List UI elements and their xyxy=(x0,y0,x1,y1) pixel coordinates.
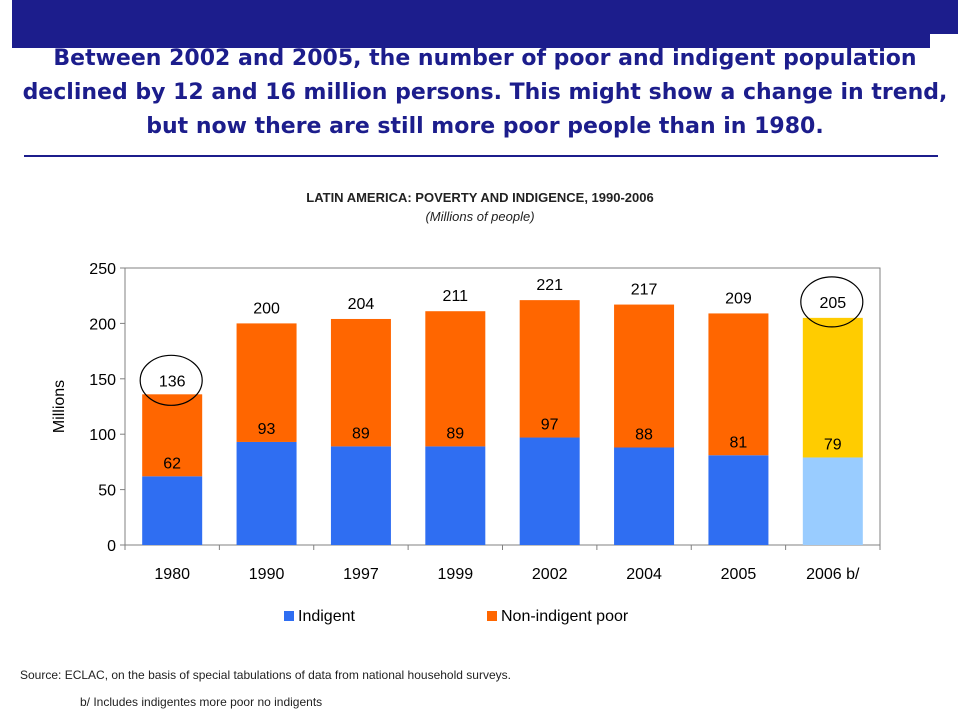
y-tick-label: 250 xyxy=(89,261,116,278)
bar-non-indigent-poor xyxy=(614,304,675,448)
x-category-label: 2004 xyxy=(626,566,662,583)
bar-non-indigent-poor xyxy=(425,311,486,447)
y-tick-label: 200 xyxy=(89,316,116,333)
total-value-label: 205 xyxy=(819,295,846,312)
chart-title: LATIN AMERICA: POVERTY AND INDIGENCE, 19… xyxy=(306,190,654,205)
total-value-label: 136 xyxy=(159,373,186,390)
footnote: b/ Includes indigentes more poor no indi… xyxy=(80,695,323,709)
legend-label-indigent: Indigent xyxy=(298,608,355,625)
total-value-label: 200 xyxy=(253,300,280,317)
legend-label-non-indigent-poor: Non-indigent poor xyxy=(501,608,629,625)
indigent-value-label: 81 xyxy=(730,434,748,451)
bar-indigent xyxy=(425,446,486,545)
highlight-circle xyxy=(139,354,203,406)
indigent-value-label: 89 xyxy=(352,425,370,442)
legend-swatch-indigent xyxy=(284,611,294,621)
bar-non-indigent-poor xyxy=(519,300,580,438)
bar-indigent xyxy=(802,457,863,545)
y-tick-label: 0 xyxy=(107,538,116,555)
bar-indigent xyxy=(708,455,769,545)
indigent-value-label: 93 xyxy=(258,421,276,438)
indigent-value-label: 89 xyxy=(446,425,464,442)
indigent-value-label: 88 xyxy=(635,426,653,443)
bar-non-indigent-poor xyxy=(708,313,769,456)
y-tick-label: 100 xyxy=(89,427,116,444)
indigent-value-label: 62 xyxy=(163,455,181,472)
total-value-label: 209 xyxy=(725,290,752,307)
bar-indigent xyxy=(614,447,675,545)
bar-indigent xyxy=(330,446,391,545)
slide-headline: Between 2002 and 2005, the number of poo… xyxy=(22,46,948,139)
total-value-label: 221 xyxy=(536,277,563,294)
indigent-value-label: 97 xyxy=(541,417,559,434)
bar-indigent xyxy=(236,441,297,545)
legend-swatch-non-indigent-poor xyxy=(487,611,497,621)
headline-divider xyxy=(24,155,938,157)
x-category-label: 1999 xyxy=(438,566,474,583)
y-axis-label: Millions xyxy=(51,380,68,433)
y-tick-label: 150 xyxy=(89,372,116,389)
x-category-label: 2005 xyxy=(721,566,757,583)
source-note: Source: ECLAC, on the basis of special t… xyxy=(20,668,511,682)
x-category-label: 1980 xyxy=(154,566,190,583)
x-category-label: 2006 b/ xyxy=(806,566,860,583)
bar-indigent xyxy=(142,476,203,545)
bar-non-indigent-poor xyxy=(142,394,203,477)
x-category-label: 2002 xyxy=(532,566,568,583)
x-category-label: 1997 xyxy=(343,566,379,583)
chart-subtitle: (Millions of people) xyxy=(425,209,535,224)
bar-non-indigent-poor xyxy=(236,323,297,442)
total-value-label: 204 xyxy=(348,296,375,313)
highlight-circle xyxy=(800,276,864,328)
header-bar-front xyxy=(58,0,958,34)
indigent-value-label: 79 xyxy=(824,436,842,453)
bar-indigent xyxy=(519,437,580,545)
y-tick-label: 50 xyxy=(98,483,116,500)
total-value-label: 217 xyxy=(631,282,658,299)
x-category-label: 1990 xyxy=(249,566,285,583)
bar-non-indigent-poor xyxy=(330,318,391,447)
total-value-label: 211 xyxy=(443,288,469,305)
bar-non-indigent-poor xyxy=(802,317,863,458)
